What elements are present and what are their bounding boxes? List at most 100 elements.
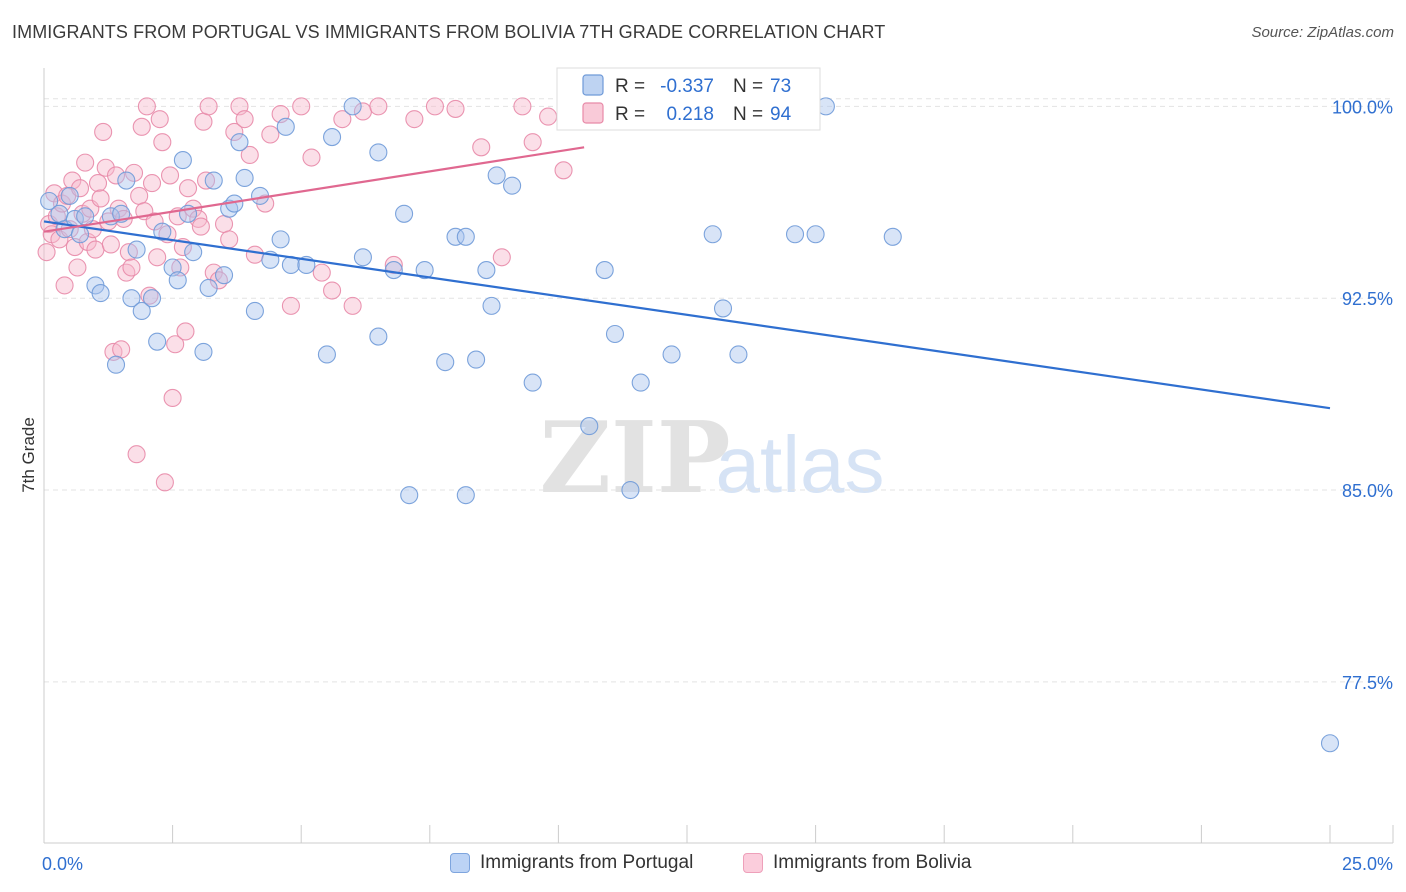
data-point-portugal	[235, 168, 254, 188]
data-point-bolivia	[124, 163, 144, 182]
trend-line-portugal	[43, 220, 1331, 410]
data-point-portugal	[173, 151, 192, 170]
data-point-portugal	[245, 301, 264, 321]
data-point-bolivia	[88, 174, 108, 193]
stats-n-label: N =	[733, 76, 763, 97]
data-point-bolivia	[513, 97, 532, 116]
data-point-portugal	[199, 278, 218, 298]
data-point-portugal	[662, 345, 681, 364]
data-point-portugal	[415, 261, 434, 280]
data-point-bolivia	[235, 110, 254, 129]
trend-line-bolivia	[43, 146, 585, 233]
data-point-portugal	[503, 176, 522, 195]
data-point-portugal	[400, 486, 419, 505]
stats-swatch-portugal	[582, 74, 604, 96]
source-label: Source: ZipAtlas.com	[1251, 24, 1394, 41]
data-point-portugal	[132, 301, 151, 321]
data-point-bolivia	[37, 243, 56, 262]
y-tick-label: 77.5%	[1342, 673, 1393, 693]
data-point-bolivia	[302, 148, 321, 167]
data-point-bolivia	[137, 97, 156, 116]
data-point-portugal	[353, 248, 372, 267]
data-point-bolivia	[405, 110, 424, 129]
stats-r-value: 0.218	[666, 104, 714, 125]
data-point-portugal	[76, 207, 95, 226]
data-point-portugal	[605, 324, 625, 344]
data-point-portugal	[369, 327, 388, 346]
data-point-bolivia	[91, 189, 110, 208]
data-point-bolivia	[70, 179, 90, 198]
data-point-bolivia	[492, 248, 511, 267]
data-point-bolivia	[101, 235, 120, 254]
data-point-portugal	[142, 289, 162, 308]
data-point-bolivia	[94, 122, 113, 141]
data-point-bolivia	[142, 174, 162, 193]
data-point-portugal	[713, 299, 733, 318]
data-point-bolivia	[199, 97, 218, 116]
y-axis-title: 7th Grade	[19, 417, 38, 493]
legend-item-bolivia[interactable]: Immigrants from Bolivia	[743, 852, 972, 874]
chart-title: IMMIGRANTS FROM PORTUGAL VS IMMIGRANTS F…	[12, 22, 886, 42]
data-point-bolivia	[554, 161, 573, 180]
data-point-portugal	[580, 417, 599, 436]
data-point-bolivia	[86, 240, 105, 259]
data-point-portugal	[204, 171, 223, 190]
data-point-bolivia	[132, 117, 151, 136]
data-point-portugal	[446, 227, 465, 246]
data-point-portugal	[91, 284, 110, 303]
data-point-bolivia	[150, 110, 169, 129]
data-point-bolivia	[343, 296, 362, 315]
data-point-portugal	[523, 373, 542, 392]
data-point-portugal	[50, 204, 69, 223]
data-point-bolivia	[140, 286, 159, 305]
data-point-bolivia	[127, 445, 146, 464]
x-tick-label: 25.0%	[1342, 854, 1393, 874]
data-point-bolivia	[117, 263, 136, 282]
data-point-portugal	[785, 225, 805, 244]
data-point-portugal	[168, 271, 187, 290]
data-point-bolivia	[191, 217, 210, 236]
data-point-portugal	[436, 353, 455, 372]
data-point-bolivia	[446, 99, 465, 118]
data-point-bolivia	[292, 97, 311, 116]
data-point-bolivia	[369, 97, 388, 116]
data-point-portugal	[127, 240, 146, 259]
data-point-portugal	[122, 289, 141, 308]
data-point-bolivia	[245, 245, 264, 264]
data-point-portugal	[148, 332, 167, 351]
data-point-bolivia	[155, 473, 174, 492]
data-point-bolivia	[194, 112, 213, 131]
data-point-portugal	[60, 186, 79, 205]
stats-r-value: -0.337	[660, 76, 714, 97]
bottom-legend: Immigrants from Portugal Immigrants from…	[0, 852, 1406, 878]
data-point-bolivia	[240, 145, 259, 165]
data-point-bolivia	[472, 138, 491, 157]
data-point-bolivia	[145, 212, 164, 231]
data-point-bolivia	[523, 133, 542, 152]
legend-swatch-bolivia	[743, 853, 763, 873]
stats-legend: R = -0.337 N = 73 R = 0.218 N = 94	[556, 67, 821, 131]
data-point-portugal	[317, 345, 336, 364]
stats-swatch-bolivia	[582, 102, 604, 124]
data-point-bolivia	[68, 258, 87, 277]
legend-item-portugal[interactable]: Immigrants from Portugal	[450, 852, 693, 874]
data-point-portugal	[323, 128, 342, 147]
data-point-bolivia	[178, 179, 198, 198]
data-point-portugal	[153, 222, 172, 241]
data-point-bolivia	[63, 171, 82, 190]
data-point-portugal	[384, 261, 403, 280]
data-point-portugal	[621, 480, 640, 500]
y-tick-label: 92.5%	[1342, 289, 1393, 309]
data-point-portugal	[395, 204, 414, 223]
data-point-portugal	[1320, 734, 1340, 753]
data-point-portugal	[230, 133, 249, 152]
data-point-bolivia	[76, 153, 95, 172]
data-point-bolivia	[539, 107, 558, 126]
data-point-portugal	[456, 227, 475, 246]
data-point-portugal	[214, 266, 234, 285]
legend-swatch-portugal	[450, 853, 470, 873]
data-point-portugal	[631, 373, 650, 392]
data-point-bolivia	[323, 281, 342, 300]
stats-r-label: R =	[615, 104, 645, 125]
